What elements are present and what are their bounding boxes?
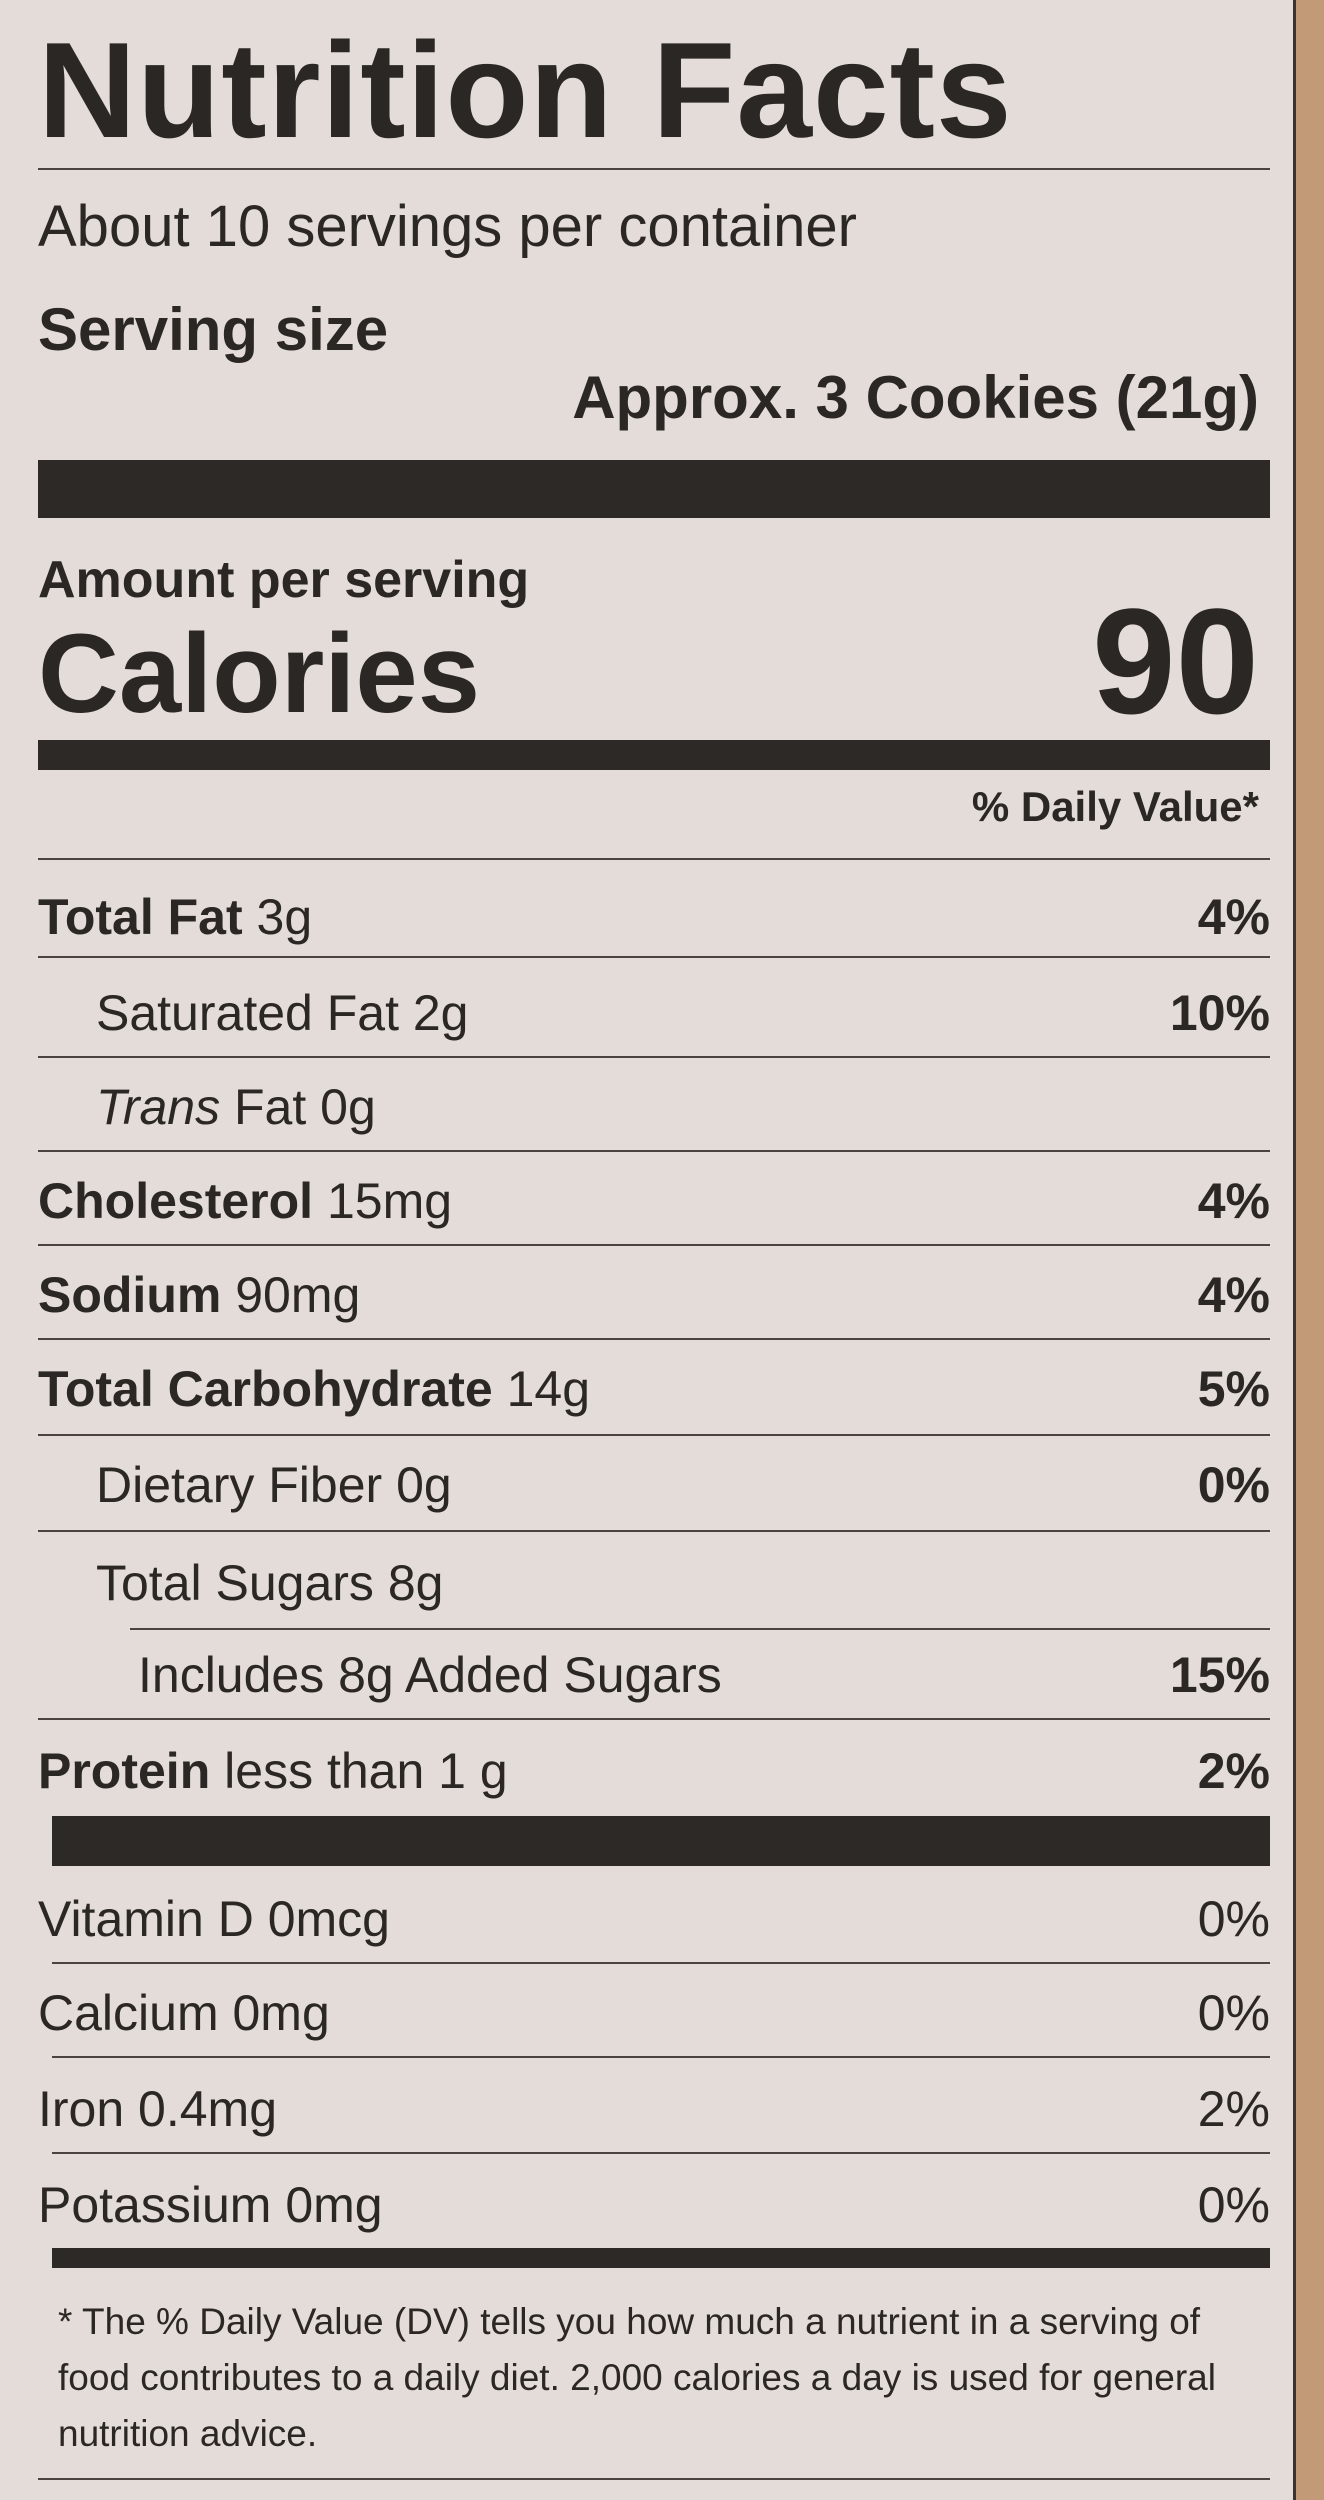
nutrient-dv: 0% [1197, 1457, 1270, 1513]
divider [38, 1056, 1270, 1058]
nutrient-row-total-carbohydrate: Total Carbohydrate 14g 5% [38, 1364, 1270, 1414]
divider [38, 2478, 1270, 2480]
nutrient-amount: 15mg [326, 1173, 453, 1229]
nutrient-amount: 2g [412, 985, 469, 1041]
vitamin-name: Calcium 0mg [38, 1985, 330, 2041]
medium-divider [52, 2248, 1270, 2268]
vitamin-row-potassium: Potassium 0mg 0% [38, 2180, 1270, 2230]
calories-value: 90 [1092, 577, 1259, 745]
amount-per-serving: Amount per serving [38, 551, 530, 609]
divider [52, 1962, 1270, 1964]
divider [38, 1434, 1270, 1436]
nutrient-amount: 8g [387, 1555, 444, 1611]
daily-value-footnote: * The % Daily Value (DV) tells you how m… [58, 2301, 1216, 2454]
divider [52, 2056, 1270, 2058]
nutrient-amount: 14g [506, 1361, 591, 1417]
nutrient-name: Protein [38, 1743, 211, 1799]
medium-divider [38, 740, 1270, 770]
divider [38, 1718, 1270, 1720]
nutrient-amount: 0g [396, 1457, 452, 1513]
divider [52, 2152, 1270, 2154]
nutrient-name: Total Fat [38, 889, 243, 945]
divider [38, 956, 1270, 958]
nutrient-name: Cholesterol [38, 1173, 314, 1229]
vitamin-dv: 2% [1197, 2081, 1270, 2137]
vitamin-name: Vitamin D 0mcg [38, 1891, 390, 1947]
nutrient-name-italic: Trans [96, 1079, 221, 1135]
nutrient-dv: 4% [1197, 889, 1270, 945]
nutrient-row-sodium: Sodium 90mg 4% [38, 1270, 1270, 1320]
thick-divider [52, 1816, 1270, 1866]
vitamin-row-calcium: Calcium 0mg 0% [38, 1988, 1270, 2038]
serving-size-value: Approx. 3 Cookies (21g) [572, 364, 1259, 431]
nutrient-row-added-sugars: Includes 8g Added Sugars 15% [38, 1650, 1270, 1700]
daily-value-header: % Daily Value* [971, 783, 1259, 830]
nutrient-row-trans-fat: Trans Fat 0g [38, 1082, 1270, 1132]
serving-size-label: Serving size [38, 296, 389, 363]
nutrient-dv: 4% [1197, 1173, 1270, 1229]
vitamin-name: Potassium 0mg [38, 2177, 383, 2233]
nutrient-amount: 0g [320, 1079, 376, 1135]
nutrient-row-saturated-fat: Saturated Fat 2g 10% [38, 988, 1270, 1038]
servings-per-container: About 10 servings per container [38, 194, 857, 259]
divider [38, 858, 1270, 860]
thick-divider [38, 460, 1270, 518]
vitamin-dv: 0% [1197, 1891, 1270, 1947]
divider [130, 1628, 1270, 1630]
nutrient-dv: 5% [1197, 1361, 1270, 1417]
nutrient-name: Total Sugars [96, 1555, 374, 1611]
vitamin-name: Iron 0.4mg [38, 2081, 278, 2137]
divider [38, 1338, 1270, 1340]
vitamin-row-iron: Iron 0.4mg 2% [38, 2084, 1270, 2134]
nutrient-row-total-sugars: Total Sugars 8g [38, 1558, 1270, 1608]
vitamin-dv: 0% [1197, 2177, 1270, 2233]
nutrient-dv: 15% [1169, 1647, 1270, 1703]
nutrient-row-protein: Protein less than 1 g 2% [38, 1746, 1270, 1796]
calories-label: Calories [38, 611, 480, 736]
nutrient-dv: 10% [1169, 985, 1270, 1041]
nutrient-amount: 3g [256, 889, 313, 945]
divider [38, 1244, 1270, 1246]
nutrient-dv: 4% [1197, 1267, 1270, 1323]
divider [38, 1530, 1270, 1532]
vitamin-dv: 0% [1197, 1985, 1270, 2041]
nutrient-name: Saturated Fat [96, 985, 399, 1041]
nutrition-facts-panel: Nutrition Facts About 10 servings per co… [0, 0, 1296, 2500]
nutrient-dv: 2% [1197, 1743, 1270, 1799]
nutrient-name: Dietary Fiber [96, 1457, 383, 1513]
nutrient-row-dietary-fiber: Dietary Fiber 0g 0% [38, 1460, 1270, 1510]
nutrient-name: Sodium [38, 1267, 222, 1323]
nutrient-row-total-fat: Total Fat 3g 4% [38, 892, 1270, 942]
nutrient-amount: 90mg [235, 1267, 361, 1323]
divider [38, 168, 1270, 170]
divider [38, 1150, 1270, 1152]
nutrition-facts-title: Nutrition Facts [38, 14, 1013, 166]
nutrient-name: Fat [234, 1079, 307, 1135]
nutrient-row-cholesterol: Cholesterol 15mg 4% [38, 1176, 1270, 1226]
nutrient-name: Total Carbohydrate [38, 1361, 493, 1417]
vitamin-row-vitamin-d: Vitamin D 0mcg 0% [38, 1894, 1270, 1944]
nutrient-name: Includes 8g Added Sugars [138, 1647, 722, 1703]
nutrient-amount: less than 1 g [224, 1743, 508, 1799]
